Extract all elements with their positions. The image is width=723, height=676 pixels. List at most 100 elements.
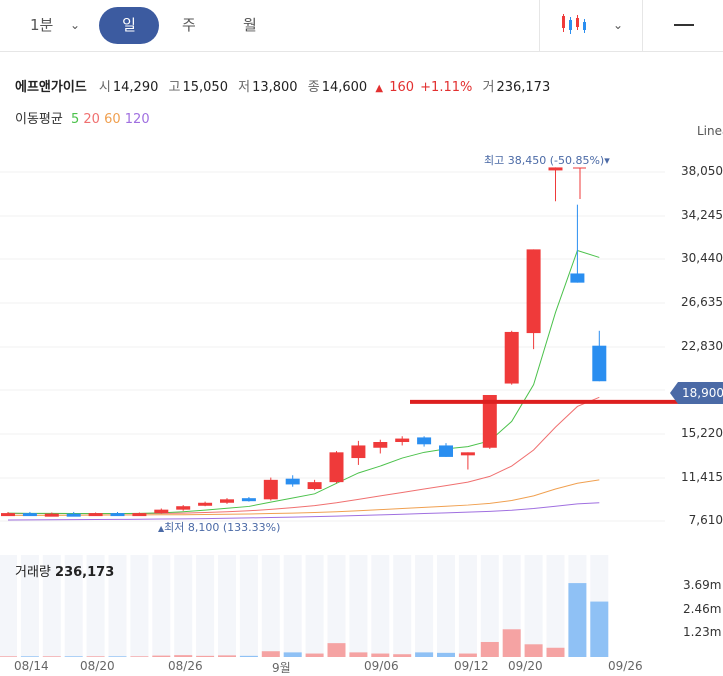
candle-body (526, 249, 541, 334)
volume-bar (502, 629, 521, 657)
candle-body (439, 445, 453, 457)
min-annotation-text: 최저 8,100 (133.33%) (164, 521, 281, 534)
volume-bar (20, 656, 39, 657)
price-tick-label: 26,635 (681, 295, 723, 309)
date-tick-label: 08/26 (168, 659, 203, 673)
volume-bar (283, 652, 302, 657)
volume-bar (590, 601, 609, 657)
moving-average-legend[interactable]: 이동평균 5 20 60 120 (15, 108, 150, 127)
candle-body (460, 452, 475, 456)
chart-type-chevron-icon[interactable]: ⌄ (613, 18, 624, 32)
candle-body (110, 513, 125, 517)
candle-body (88, 513, 103, 517)
candle-body (220, 499, 234, 503)
volume-column-bg (20, 555, 39, 657)
volume-bar (437, 652, 455, 657)
date-tick-label: 08/20 (80, 659, 115, 673)
volume-column-bg (218, 555, 236, 657)
price-tick-label: 38,050 (681, 164, 723, 178)
volume-column-bg (239, 555, 258, 657)
candle-body (417, 437, 432, 445)
divider (642, 0, 643, 51)
min-annotation-arrow: ▲ (158, 524, 165, 533)
ma60-line (8, 479, 600, 516)
tab-day[interactable]: 일 (99, 7, 159, 44)
open-label: 시 (98, 80, 111, 95)
volume-column-bg (64, 555, 83, 657)
volume-column-bg (0, 555, 17, 657)
candle-body (132, 513, 147, 517)
candle-body (548, 167, 563, 171)
tab-day-label: 일 (122, 16, 136, 34)
volume-column-bg (283, 555, 302, 657)
date-tick-label: 09/20 (508, 659, 543, 673)
ma-label: 이동평균 (15, 112, 63, 127)
volume-title-label: 거래량 (15, 565, 51, 580)
tab-month-label: 월 (243, 16, 257, 34)
price-tick-label: 34,245 (681, 208, 723, 222)
high-label: 고 (168, 80, 181, 95)
candle-body (263, 479, 278, 500)
change-percent: +1.11% (420, 80, 473, 95)
volume-bar (480, 641, 499, 657)
candlestick-chart-icon[interactable] (560, 12, 590, 38)
volume-column-bg (261, 555, 280, 657)
volume-label: 거 (482, 80, 495, 95)
volume-column-bg (196, 555, 215, 657)
volume-column-bg (305, 555, 324, 657)
volume-bar (86, 656, 105, 657)
volume-column-bg (480, 555, 499, 657)
scale-type-label[interactable]: Linear (697, 124, 723, 138)
tab-minute-label: 1분 (30, 16, 54, 34)
volume-bar (458, 653, 477, 657)
candle-body (176, 506, 191, 510)
candle-body (44, 513, 59, 517)
volume-column-bg (437, 555, 455, 657)
timeframe-toolbar: 1분 ⌄ 일 주 월 ⌄ (0, 0, 723, 52)
volume-bar (546, 647, 565, 657)
volume-column-bg (546, 555, 565, 657)
volume-bar (327, 643, 346, 657)
chevron-down-icon[interactable]: ⌄ (70, 18, 81, 32)
volume-bar (415, 652, 434, 657)
minimize-icon[interactable] (674, 24, 694, 26)
date-tick-label: 08/14 (14, 659, 49, 673)
volume-bar (371, 653, 390, 657)
change-arrow: ▲ (375, 83, 384, 94)
candle-body (592, 345, 607, 382)
candle-body (351, 445, 366, 459)
volume-title-value: 236,173 (55, 565, 115, 580)
volume-title: 거래량 236,173 (15, 561, 114, 580)
volume-bar (0, 656, 17, 657)
volume-bar (174, 655, 193, 657)
volume-column-bg (174, 555, 193, 657)
candle-body (285, 478, 300, 485)
volume-column-bg (393, 555, 412, 657)
date-tick-label: 09/12 (454, 659, 489, 673)
candle-body (1, 513, 15, 517)
volume-column-bg (349, 555, 368, 657)
volume-column-bg (42, 555, 61, 657)
candle-body (504, 331, 519, 384)
candle-body (22, 513, 37, 517)
volume-bar (239, 655, 258, 657)
date-tick-label: 9월 (272, 661, 291, 675)
tab-minute[interactable]: 1분 (30, 0, 53, 51)
ma20-label: 20 (83, 112, 100, 127)
volume-bar (64, 656, 83, 657)
candle-body (482, 394, 497, 448)
volume-column-bg (86, 555, 105, 657)
volume-bar (305, 653, 324, 657)
ma60-label: 60 (104, 112, 121, 127)
tab-week[interactable]: 주 (182, 0, 196, 51)
candle-body (570, 273, 585, 283)
price-tick-label: 11,415 (681, 470, 723, 484)
volume-value: 236,173 (496, 80, 551, 95)
change-value: 160 (389, 80, 415, 95)
tab-week-label: 주 (182, 16, 196, 34)
volume-column-bg (524, 555, 543, 657)
low-value: 13,800 (252, 80, 298, 95)
tab-month[interactable]: 월 (243, 0, 257, 51)
volume-column-bg (458, 555, 477, 657)
